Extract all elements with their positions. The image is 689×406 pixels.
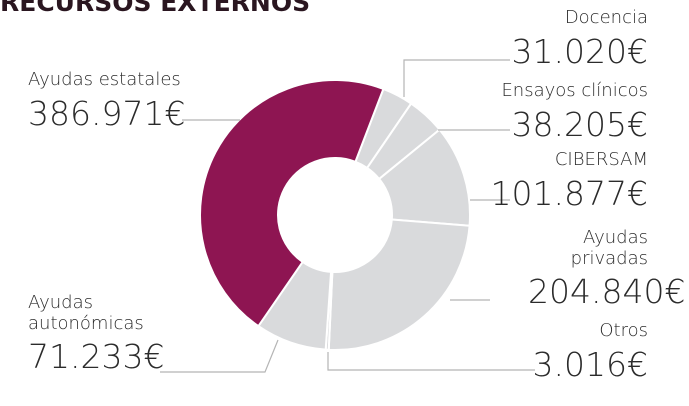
value-label: 101.877€ — [490, 173, 648, 213]
slice-label: CIBERSAM 101.877€ — [448, 149, 648, 213]
value-label: 386.971€ — [28, 93, 186, 133]
slice-label: Docencia 31.020€ — [448, 7, 648, 71]
leader-line — [403, 59, 510, 97]
slice-label: Otros 3.016€ — [448, 320, 648, 384]
slice — [327, 218, 471, 351]
category-label: Ayudas estatales — [28, 69, 181, 90]
slice-label: Ayudas estatales 386.971€ — [28, 69, 228, 133]
value-label: 204.840€ — [528, 272, 686, 312]
category-label: CIBERSAM — [554, 149, 648, 170]
category-label: Ensayos clínicos — [501, 80, 648, 101]
slice — [199, 79, 385, 328]
value-label: 3.016€ — [532, 344, 648, 384]
slice-label: Ayudas autonómicas 71.233€ — [28, 292, 178, 377]
chart-title: RECURSOS EXTERNOS — [0, 0, 311, 17]
category-label: Ayudas autonómicas — [28, 292, 144, 334]
category-label: Otros — [599, 320, 648, 341]
category-label: Ayudas privadas — [570, 227, 648, 269]
slice-label: Ensayos clínicos 38.205€ — [428, 80, 648, 144]
category-label: Docencia — [564, 7, 648, 28]
value-label: 38.205€ — [511, 104, 648, 144]
value-label: 71.233€ — [28, 337, 165, 377]
slice-label: Ayudas privadas 204.840€ — [528, 227, 686, 312]
leader-line — [327, 352, 535, 371]
value-label: 31.020€ — [511, 31, 648, 71]
leader-line — [160, 339, 279, 373]
